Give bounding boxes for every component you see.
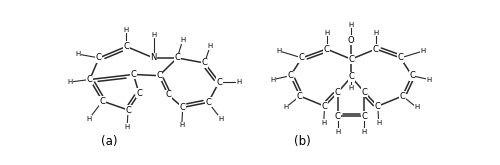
Text: C: C — [299, 53, 305, 62]
Text: C: C — [87, 75, 93, 84]
Text: H: H — [414, 104, 420, 110]
Text: C: C — [206, 98, 211, 107]
Text: H: H — [208, 44, 212, 50]
Text: C: C — [125, 105, 131, 115]
Text: H: H — [276, 48, 281, 54]
Text: C: C — [297, 92, 303, 100]
Text: C: C — [124, 42, 129, 51]
Text: C: C — [100, 97, 105, 106]
Text: C: C — [400, 92, 406, 100]
Text: H: H — [373, 30, 378, 35]
Text: C: C — [409, 71, 415, 80]
Text: H: H — [420, 48, 426, 54]
Text: H: H — [376, 120, 382, 126]
Text: N: N — [150, 53, 157, 62]
Text: C: C — [335, 88, 341, 97]
Text: H: H — [336, 129, 340, 135]
Text: C: C — [288, 71, 294, 80]
Text: H: H — [283, 104, 288, 110]
Text: C: C — [156, 71, 162, 80]
Text: C: C — [180, 103, 186, 112]
Text: C: C — [174, 53, 180, 62]
Text: H: H — [86, 116, 92, 122]
Text: H: H — [321, 120, 326, 126]
Text: H: H — [348, 22, 354, 28]
Text: (b): (b) — [294, 135, 311, 148]
Text: H: H — [180, 37, 186, 43]
Text: H: H — [179, 122, 184, 128]
Text: C: C — [322, 102, 328, 111]
Text: C: C — [202, 59, 207, 67]
Text: H: H — [362, 129, 367, 135]
Text: H: H — [151, 32, 156, 38]
Text: C: C — [375, 102, 380, 111]
Text: H: H — [76, 51, 80, 57]
Text: C: C — [165, 90, 171, 99]
Text: O: O — [348, 36, 354, 45]
Text: C: C — [130, 70, 136, 79]
Text: C: C — [362, 112, 368, 121]
Text: H: H — [236, 79, 242, 85]
Text: H: H — [218, 116, 224, 122]
Text: C: C — [216, 78, 222, 87]
Text: H: H — [124, 124, 130, 130]
Text: C: C — [398, 53, 404, 62]
Text: H: H — [67, 79, 72, 85]
Text: C: C — [362, 88, 368, 97]
Text: C: C — [348, 55, 354, 64]
Text: H: H — [124, 27, 129, 33]
Text: H: H — [426, 77, 432, 82]
Text: C: C — [324, 45, 330, 53]
Text: H: H — [324, 30, 329, 35]
Text: (a): (a) — [101, 135, 117, 148]
Text: C: C — [335, 112, 341, 121]
Text: C: C — [136, 89, 142, 98]
Text: C: C — [373, 45, 379, 53]
Text: H: H — [348, 85, 354, 91]
Text: H: H — [270, 77, 276, 82]
Text: C: C — [348, 72, 354, 82]
Text: C: C — [96, 53, 102, 62]
